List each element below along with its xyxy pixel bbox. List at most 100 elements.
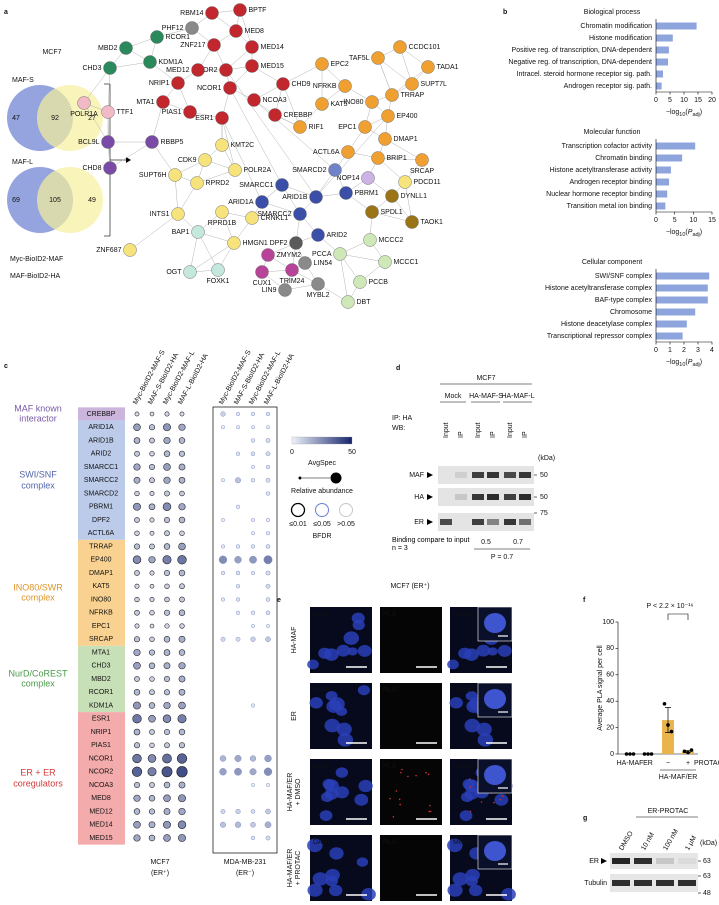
dot (163, 662, 171, 670)
dot (250, 451, 256, 456)
blot-band (678, 880, 696, 886)
dot (179, 411, 185, 417)
scale-tick: 0 (290, 449, 294, 456)
annotation: P < 2.2 × 10⁻¹⁶ (647, 603, 694, 610)
dot (234, 556, 242, 564)
dot (178, 675, 186, 683)
node-label: POLR2A (244, 167, 272, 174)
blot-band (504, 472, 516, 478)
dot (163, 543, 171, 550)
group-box (78, 407, 125, 421)
network-node (185, 21, 199, 35)
x-axis-label: −log10(Padj) (666, 109, 702, 119)
cell-line: MCF7 (476, 375, 495, 382)
condition-label: HA-MAF (291, 627, 298, 654)
lane-label: 100 nM (662, 828, 680, 852)
x-tick-label: 0 (654, 347, 658, 354)
dot (149, 742, 155, 748)
dot (178, 450, 186, 457)
condition-label: + DMSO (295, 778, 302, 806)
network-edge (189, 242, 235, 273)
binding-label: Binding compare to input n = 3 (392, 537, 470, 553)
node-label: RPRD1B (208, 220, 237, 227)
dot (164, 583, 170, 589)
network-node (371, 151, 385, 165)
dot (219, 768, 227, 776)
network-node (211, 263, 225, 277)
nucleus (487, 647, 498, 656)
network-node (255, 195, 269, 209)
network-node (339, 186, 353, 200)
dot (178, 662, 186, 670)
group-label: Mock (445, 393, 462, 400)
blot-band (634, 880, 652, 886)
node-label: BRIP1 (387, 155, 407, 162)
group-box (78, 645, 125, 713)
nucleus (501, 888, 516, 901)
dot (235, 808, 241, 815)
category-label: Transition metal ion binding (567, 203, 652, 210)
venn-count: 105 (49, 197, 61, 204)
dot (178, 437, 186, 444)
nucleus (309, 697, 323, 709)
x-tick-label: 3 (696, 347, 700, 354)
network-node (191, 225, 205, 239)
x-tick-label: HA-MAF (617, 760, 644, 767)
dot (133, 502, 141, 511)
node-label: RBBP5 (161, 139, 184, 146)
dot (235, 504, 241, 509)
row-label: MAF (409, 472, 424, 479)
bar (662, 720, 674, 754)
gene-label: ESR1 (92, 716, 110, 723)
network-edge (197, 231, 219, 271)
network-node (245, 211, 259, 225)
dot (263, 555, 273, 565)
nucleus (307, 838, 323, 853)
x-tick-label: 15 (708, 217, 716, 224)
sample-label: MDA-MB-231 (224, 859, 267, 866)
network-node (229, 24, 243, 38)
x-axis-label-part: adj (692, 362, 699, 368)
network-node (268, 108, 282, 122)
dot (148, 795, 156, 802)
dot (147, 767, 157, 777)
gene-label: NCOR1 (89, 755, 114, 762)
x-axis-label-part: adj (692, 112, 699, 118)
dot (176, 766, 188, 778)
dot (251, 624, 255, 628)
node-label: SMARCD2 (292, 167, 326, 174)
nucleus (319, 810, 333, 821)
blot-band (634, 858, 652, 864)
nucleus (324, 718, 341, 733)
dot (235, 597, 241, 602)
x-axis-label-part: −log (666, 359, 680, 366)
y-tick-label: 100 (602, 619, 614, 626)
node-label: PCCA (312, 251, 332, 258)
category-label: Androgen receptor binding (569, 179, 652, 186)
dot (148, 834, 156, 842)
network-node (311, 228, 325, 242)
data-point (628, 752, 632, 756)
nucleus (449, 697, 463, 709)
blot-strip (438, 466, 534, 484)
node-label: EPC2 (331, 61, 349, 68)
kda-value: 48 (703, 890, 711, 897)
dot (149, 610, 155, 616)
category-label: BAF-type complex (595, 297, 653, 304)
x-tick-label: 0 (654, 217, 658, 224)
category-label: Histone modification (589, 35, 652, 42)
category-label: Nuclear hormone receptor binding (546, 191, 652, 198)
channel-label: DAPI (313, 611, 329, 618)
nucleus (447, 838, 463, 853)
node-label: MED15 (261, 63, 284, 70)
x-tick-label: 2 (682, 347, 686, 354)
pla-dot (398, 798, 401, 801)
data-point (662, 702, 667, 706)
blot-band (612, 880, 630, 886)
node-label: HMGN1 (243, 240, 268, 247)
panel-label: b (503, 9, 507, 16)
category-label: Histone acetyltransferase complex (545, 285, 652, 292)
dot (234, 754, 242, 763)
nucleus (324, 648, 339, 661)
